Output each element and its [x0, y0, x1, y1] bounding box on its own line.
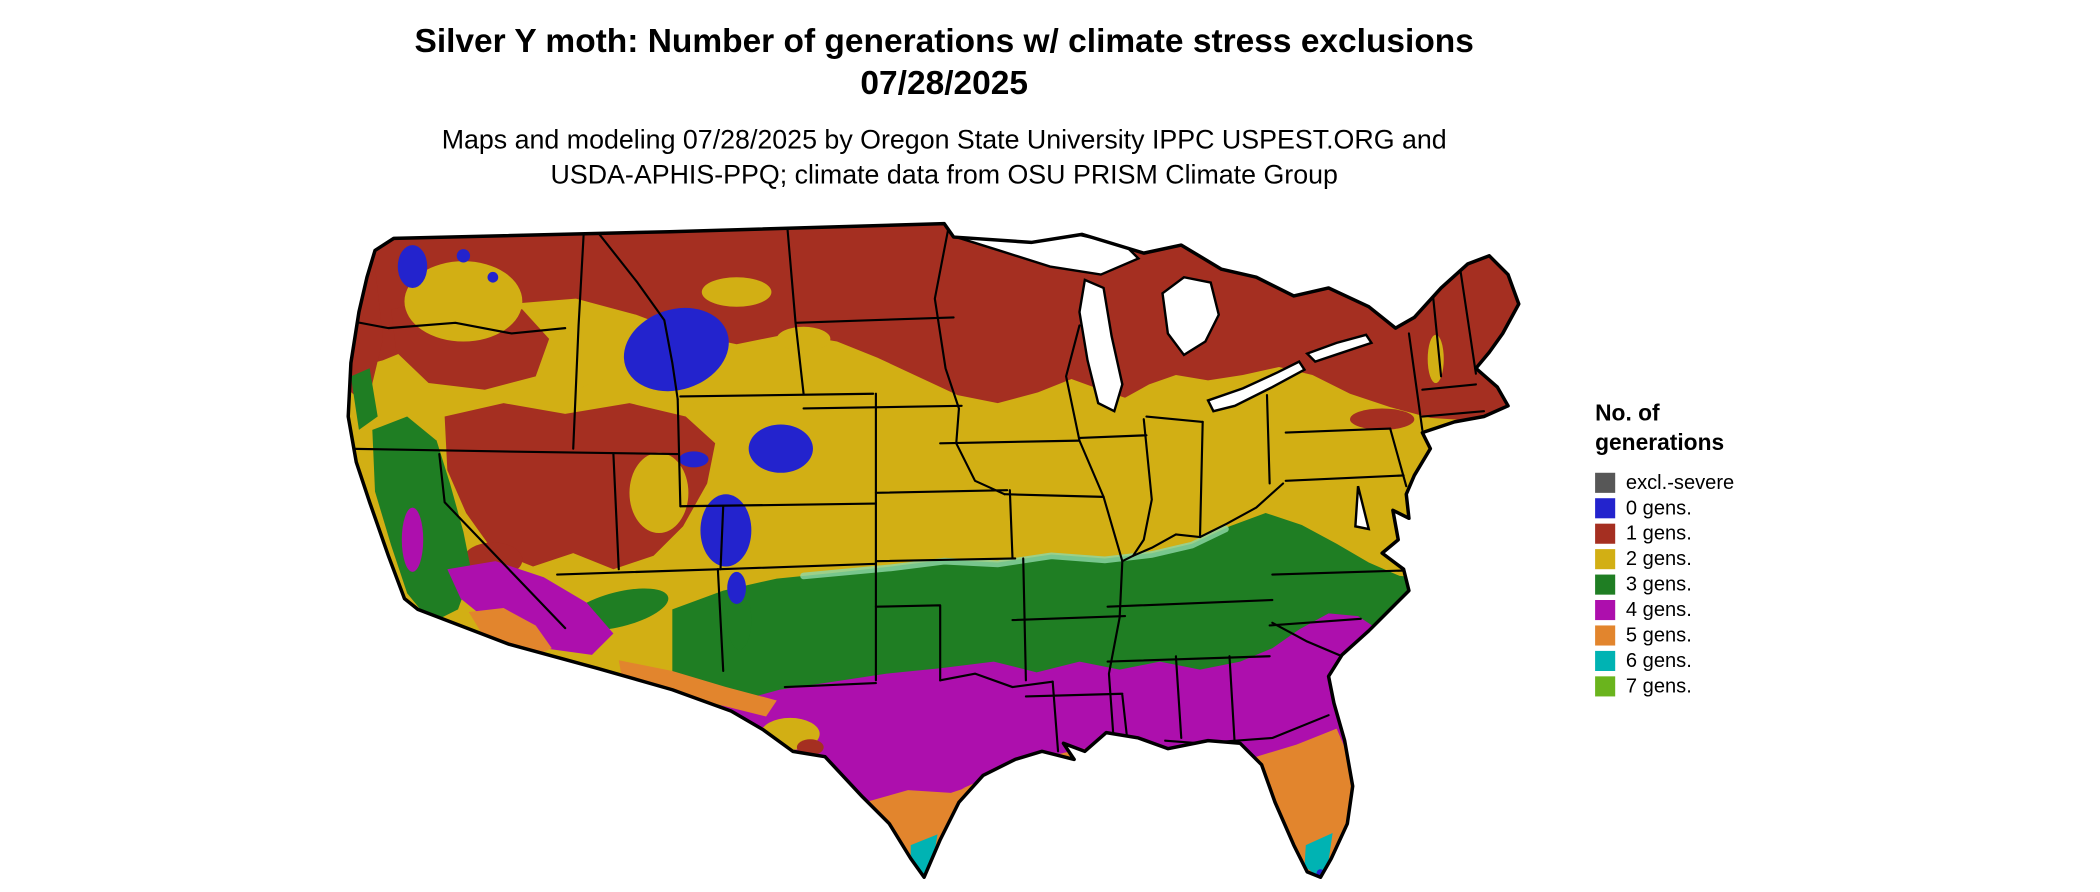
legend-swatch — [1595, 574, 1616, 595]
region-0gens-colorado-rockies — [700, 494, 752, 567]
legend-item: excl.-severe — [1595, 470, 1734, 495]
region-5gens-texas — [865, 779, 1037, 878]
lake-huron — [1161, 275, 1221, 357]
legend-item: 0 gens. — [1595, 496, 1734, 521]
region-0gens-north-cascades — [397, 245, 428, 288]
legend-title-line2: generations — [1595, 429, 1725, 456]
legend-label: 2 gens. — [1625, 547, 1692, 571]
figure-credit-line2: USDA-APHIS-PPQ; climate data from OSU PR… — [550, 160, 1338, 191]
region-4gens-central-valley — [401, 507, 424, 572]
legend-title-line1: No. of — [1595, 400, 1660, 426]
region-3gens-new-mexico-mtns — [727, 590, 752, 650]
figure-header: Silver Y moth: Number of generations w/ … — [0, 21, 1888, 192]
legend-swatch — [1595, 625, 1616, 646]
legend-label: 4 gens. — [1625, 598, 1692, 622]
legend-item: 6 gens. — [1595, 648, 1734, 673]
legend-label: 6 gens. — [1625, 649, 1692, 673]
legend-swatch — [1595, 472, 1616, 493]
region-0gens-cascade-speck1 — [456, 249, 471, 263]
region-0gens-wind-river — [748, 424, 813, 473]
legend-item: 5 gens. — [1595, 623, 1734, 648]
legend-item: 7 gens. — [1595, 674, 1734, 699]
lake-ontario — [1304, 333, 1374, 363]
legend-swatch — [1595, 549, 1616, 570]
legend-label: 5 gens. — [1625, 624, 1692, 647]
lake-erie — [1206, 360, 1307, 413]
legend-swatch — [1595, 650, 1616, 671]
legend-swatch — [1595, 523, 1616, 544]
figure-date: 07/28/2025 — [860, 64, 1028, 102]
region-4gens-sonoran-desert — [447, 561, 614, 655]
legend-label: excl.-severe — [1625, 471, 1735, 495]
region-3gens-california-sierra — [372, 416, 472, 623]
us-generations-map — [346, 221, 1521, 879]
region-0gens-sangre-de-cristo — [727, 571, 746, 605]
legend-item: 2 gens. — [1595, 546, 1734, 571]
region-5gens-border-strip — [618, 660, 777, 717]
region-5gens-yuma — [468, 608, 552, 661]
region-1gens-big-bend — [796, 739, 824, 756]
legend-label: 3 gens. — [1625, 573, 1692, 596]
legend-item: 4 gens. — [1595, 597, 1734, 622]
legend-item: 1 gens. — [1595, 521, 1734, 546]
region-2gens-montana-patch1 — [701, 277, 772, 307]
us-outline — [346, 221, 1521, 879]
figure-credit-line1: Maps and modeling 07/28/2025 by Oregon S… — [441, 125, 1447, 156]
region-2gens-utah-valley — [629, 452, 689, 534]
lake-michigan — [1078, 278, 1124, 413]
region-1gens-ny-southern-tier — [1350, 408, 1415, 430]
legend-title: No. of generations — [1595, 399, 1734, 458]
legend-label: 1 gens. — [1625, 522, 1692, 546]
legend-label: 7 gens. — [1625, 675, 1692, 698]
region-2gens-montana-patch2 — [776, 326, 831, 351]
region-transition-sliver — [800, 525, 1229, 580]
state-borders — [348, 227, 1486, 753]
legend-label: 0 gens. — [1625, 496, 1692, 520]
legend-item: 3 gens. — [1595, 572, 1734, 597]
legend-swatch — [1595, 676, 1616, 697]
region-3gens-norcal-coast — [350, 368, 378, 430]
chesapeake-bay — [1354, 485, 1371, 531]
legend-swatch — [1595, 498, 1616, 519]
figure-title: Silver Y moth: Number of generations w/ … — [414, 22, 1474, 61]
region-0gens-cascade-speck2 — [487, 271, 499, 283]
region-0gens-uinta — [679, 451, 709, 468]
legend-swatch — [1595, 600, 1616, 621]
region-0gens-idaho-rockies — [623, 307, 729, 392]
legend-items: excl.-severe 0 gens. 1 gens. 2 gens. 3 g… — [1595, 470, 1734, 699]
map-legend: No. of generations excl.-severe 0 gens. … — [1595, 399, 1734, 699]
